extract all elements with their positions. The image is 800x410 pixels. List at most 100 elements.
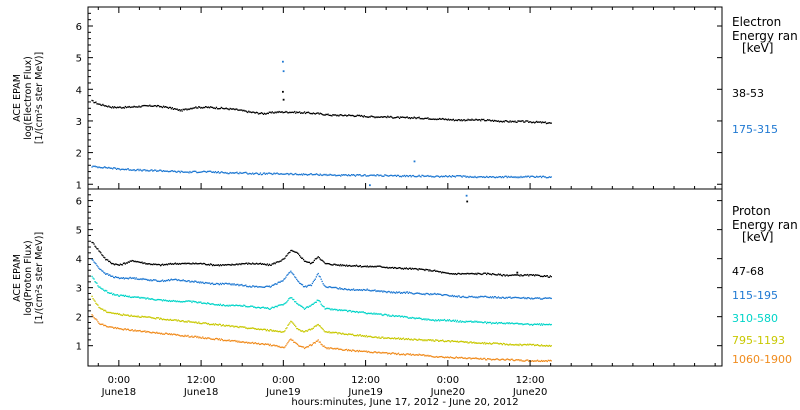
data-point: [366, 116, 368, 118]
data-point: [122, 329, 125, 331]
data-point: [206, 338, 208, 340]
data-point: [238, 340, 240, 342]
data-point: [316, 274, 318, 276]
data-point: [340, 309, 342, 312]
data-point: [466, 296, 468, 299]
data-point: [186, 335, 188, 337]
data-point: [264, 307, 266, 309]
data-point: [181, 301, 183, 303]
data-point: [471, 342, 473, 344]
data-point: [442, 271, 444, 273]
data-point: [152, 279, 154, 282]
data-point: [432, 293, 434, 295]
data-point: [526, 344, 528, 346]
data-point: [281, 346, 283, 348]
data-point: [494, 274, 497, 276]
data-point: [163, 280, 166, 282]
data-point: [330, 174, 332, 176]
series-47-68: [91, 241, 552, 278]
data-point: [469, 119, 471, 121]
data-point: [523, 121, 525, 123]
data-point: [335, 175, 337, 177]
data-point: [359, 265, 361, 267]
data-point: [200, 171, 202, 173]
data-point: [125, 277, 127, 279]
data-point: [123, 295, 125, 297]
data-point: [140, 106, 142, 108]
data-point: [150, 279, 152, 281]
data-point: [372, 313, 374, 315]
data-point: [101, 167, 103, 169]
data-point: [484, 321, 486, 323]
data-point: [524, 297, 526, 300]
data-point: [535, 297, 537, 299]
data-point: [392, 266, 394, 269]
data-point: [331, 264, 333, 266]
data-point: [371, 115, 373, 117]
data-point: [114, 167, 117, 169]
data-point: [356, 349, 359, 352]
data-point: [333, 332, 335, 334]
data-point: [434, 340, 436, 342]
data-point: [376, 174, 378, 176]
data-point: [437, 118, 439, 120]
data-point: [284, 302, 286, 305]
data-point: [521, 297, 523, 299]
data-point: [333, 286, 335, 289]
data-point: [297, 252, 299, 254]
data-point: [479, 358, 481, 360]
data-point: [406, 268, 408, 270]
data-point: [393, 117, 395, 119]
data-point: [501, 275, 503, 277]
data-point: [439, 176, 441, 178]
data-point: [111, 167, 113, 169]
data-point: [337, 174, 339, 177]
data-point: [465, 296, 467, 299]
data-point: [195, 280, 197, 282]
data-point: [432, 339, 434, 341]
data-point: [352, 265, 355, 267]
data-point: [299, 345, 301, 347]
y-tick-label: 1: [76, 342, 82, 353]
data-point: [147, 170, 149, 172]
data-point: [153, 279, 155, 281]
data-point: [239, 325, 241, 328]
data-point: [146, 169, 148, 171]
data-point: [292, 174, 294, 176]
data-point: [150, 263, 152, 266]
data-point: [471, 176, 473, 178]
data-point: [214, 171, 217, 173]
data-point: [503, 322, 505, 324]
data-point: [478, 321, 480, 323]
data-point: [105, 289, 107, 292]
data-point: [434, 292, 436, 295]
data-point: [225, 282, 227, 284]
data-point: [191, 171, 193, 173]
data-point: [405, 291, 407, 293]
data-point: [414, 292, 416, 295]
series-1060-1900: [91, 314, 552, 363]
data-point: [306, 111, 309, 114]
data-point: [486, 296, 488, 298]
data-point: [340, 263, 342, 266]
data-point: [505, 274, 507, 276]
data-point: [266, 173, 268, 175]
data-point: [340, 288, 342, 290]
data-point: [161, 170, 164, 173]
data-point: [417, 292, 419, 294]
data-point: [428, 355, 430, 357]
data-point: [93, 317, 95, 319]
data-point: [93, 278, 95, 280]
data-point: [518, 323, 520, 325]
data-point: [335, 309, 337, 311]
data-point: [195, 170, 197, 173]
data-point: [211, 282, 214, 284]
data-point: [103, 289, 105, 291]
data-point: [267, 343, 269, 345]
data-point: [225, 172, 227, 174]
data-point: [349, 310, 352, 312]
data-point: [221, 304, 223, 307]
data-point: [497, 358, 500, 361]
data-point: [112, 326, 114, 328]
data-point: [447, 175, 450, 178]
